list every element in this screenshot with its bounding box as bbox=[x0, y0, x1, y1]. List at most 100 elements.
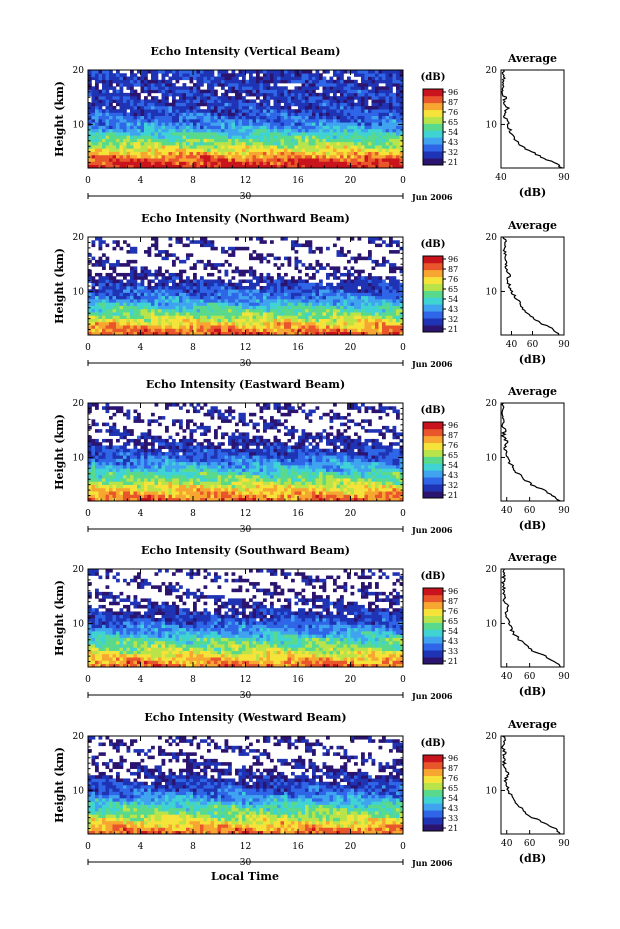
heatmap-cell bbox=[361, 256, 365, 261]
heatmap-cell bbox=[315, 135, 320, 139]
heatmap-cell bbox=[116, 243, 120, 248]
heatmap-cell bbox=[98, 321, 103, 326]
heatmap-cell bbox=[182, 289, 187, 293]
heatmap-cell bbox=[105, 491, 110, 495]
heatmap-cell bbox=[88, 276, 92, 280]
heatmap-cell bbox=[382, 102, 386, 107]
heatmap-cell bbox=[221, 79, 225, 84]
heatmap-cell bbox=[168, 122, 173, 126]
heatmap-cell bbox=[329, 102, 334, 107]
heatmap-cell bbox=[144, 128, 148, 133]
colorbar-swatch bbox=[423, 269, 443, 278]
heatmap-cell bbox=[287, 70, 292, 74]
heatmap-cell bbox=[105, 76, 110, 81]
heatmap-cell bbox=[385, 128, 390, 133]
heatmap-cell bbox=[98, 331, 103, 335]
heatmap-cell bbox=[161, 154, 166, 159]
heatmap-cell bbox=[280, 145, 285, 149]
heatmap-cell bbox=[231, 102, 236, 107]
heatmap-cell bbox=[98, 237, 103, 241]
heatmap-cell bbox=[200, 282, 204, 287]
heatmap-cell bbox=[144, 112, 148, 117]
heatmap-cell bbox=[375, 105, 379, 110]
heatmap-cell bbox=[196, 132, 201, 136]
heatmap-cell bbox=[308, 138, 313, 143]
heatmap-cell bbox=[312, 272, 316, 277]
heatmap-cell bbox=[361, 122, 365, 126]
heatmap-cell bbox=[252, 315, 257, 319]
heatmap-cell bbox=[161, 279, 166, 284]
heatmap-cell bbox=[326, 289, 330, 293]
heatmap-cell bbox=[301, 70, 306, 74]
heatmap-cell bbox=[133, 312, 138, 316]
heatmap-cell bbox=[270, 112, 274, 117]
heatmap-cell bbox=[235, 315, 239, 319]
heatmap-cell bbox=[382, 164, 386, 168]
heatmap-cell bbox=[312, 305, 316, 310]
heatmap-cell bbox=[112, 422, 117, 427]
heatmap-cell bbox=[91, 76, 96, 81]
heatmap-cell bbox=[252, 119, 257, 123]
heatmap-cell bbox=[343, 305, 348, 310]
heatmap-cell bbox=[256, 325, 260, 329]
heatmap-cell bbox=[133, 125, 138, 130]
heatmap-cell bbox=[375, 286, 379, 290]
heatmap-cell bbox=[263, 92, 267, 97]
heatmap-cell bbox=[385, 151, 390, 156]
heatmap-cell bbox=[298, 115, 302, 120]
heatmap-cell bbox=[312, 138, 316, 143]
heatmap-cell bbox=[336, 89, 341, 94]
heatmap-cell bbox=[256, 253, 260, 257]
heatmap-cell bbox=[270, 132, 274, 136]
heatmap-cell bbox=[298, 331, 302, 335]
heatmap-cell bbox=[371, 240, 376, 244]
heatmap-cell bbox=[133, 305, 138, 310]
heatmap-cell bbox=[361, 325, 365, 329]
heatmap-cell bbox=[88, 328, 92, 333]
heatmap-cell bbox=[200, 76, 204, 81]
heatmap-cell bbox=[294, 308, 299, 313]
heatmap-cell bbox=[102, 308, 106, 313]
heatmap-cell bbox=[392, 308, 397, 313]
heatmap-cell bbox=[280, 237, 285, 241]
heatmap-cell bbox=[284, 279, 288, 284]
heatmap-cell bbox=[193, 164, 197, 168]
heatmap-cell bbox=[91, 151, 96, 156]
heatmap-cell bbox=[130, 112, 134, 117]
heatmap-cell bbox=[168, 135, 173, 139]
heatmap-cell bbox=[294, 102, 299, 107]
heatmap-cell bbox=[193, 161, 197, 166]
heatmap-cell bbox=[161, 289, 166, 293]
heatmap-cell bbox=[333, 328, 337, 333]
heatmap-cell bbox=[259, 279, 264, 284]
heatmap-cell bbox=[105, 96, 110, 100]
heatmap-cell bbox=[392, 286, 397, 290]
heatmap-cell bbox=[392, 79, 397, 84]
heatmap-cell bbox=[399, 299, 403, 303]
heatmap-cell bbox=[252, 282, 257, 287]
heatmap-cell bbox=[256, 102, 260, 107]
heatmap-cell bbox=[399, 286, 403, 290]
heatmap-cell bbox=[154, 73, 159, 77]
heatmap-cell bbox=[385, 325, 390, 329]
heatmap-cell bbox=[375, 112, 379, 117]
heatmap-cell bbox=[368, 253, 372, 257]
heatmap-cell bbox=[133, 151, 138, 156]
heatmap-cell bbox=[189, 286, 194, 290]
heatmap-cell bbox=[263, 79, 267, 84]
heatmap-cell bbox=[123, 461, 127, 466]
heatmap-cell bbox=[95, 119, 99, 123]
heatmap-cell bbox=[133, 115, 138, 120]
heatmap-cell bbox=[182, 295, 187, 300]
heatmap-cell bbox=[389, 161, 393, 166]
heatmap-cell bbox=[210, 99, 215, 103]
heatmap-cell bbox=[238, 308, 243, 313]
heatmap-cell bbox=[368, 250, 372, 254]
heatmap-cell bbox=[109, 92, 113, 97]
heatmap-cell bbox=[207, 122, 211, 126]
heatmap-cell bbox=[326, 132, 330, 136]
heatmap-cell bbox=[375, 161, 379, 166]
heatmap-cell bbox=[186, 318, 190, 323]
heatmap-cell bbox=[235, 312, 239, 316]
heatmap-cell bbox=[252, 276, 257, 280]
